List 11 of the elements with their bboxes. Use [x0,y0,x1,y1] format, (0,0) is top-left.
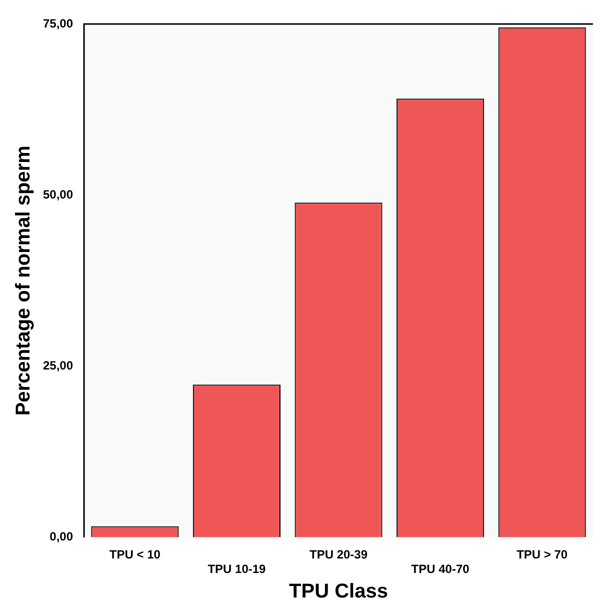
x-tick-label: TPU 20-39 [310,548,368,562]
y-tick-label: 0,00 [50,530,74,544]
y-axis-title: Percentage of normal sperm [12,146,35,416]
x-tick-label: TPU 40-70 [411,562,470,576]
x-axis-title: TPU Class [289,580,388,603]
y-tick-label: 75,00 [43,16,74,30]
y-tick-label: 25,00 [43,358,74,372]
y-tick-label: 50,00 [43,187,74,202]
x-tick-label: TPU < 10 [109,548,161,562]
x-tick-label: TPU 10-19 [208,562,266,576]
x-tick-label: TPU > 70 [516,548,568,562]
